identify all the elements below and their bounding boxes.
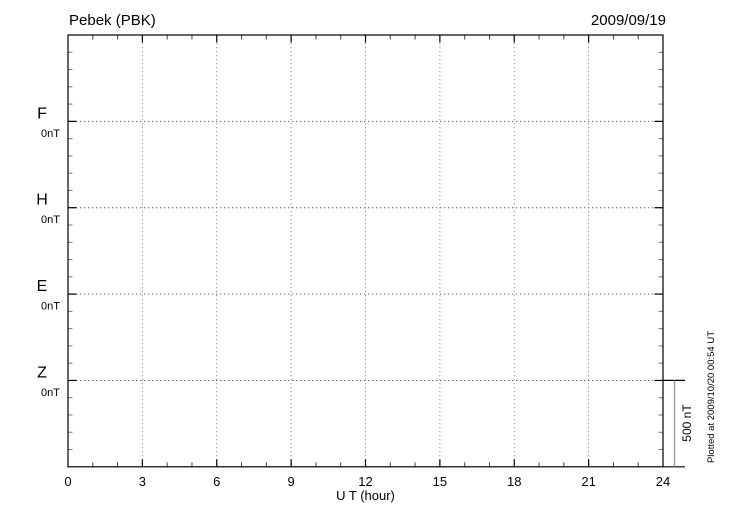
channel-label-f: F <box>37 105 47 122</box>
x-tick-label: 24 <box>656 474 670 489</box>
channel-label-h: H <box>36 192 48 209</box>
x-tick-label: 12 <box>358 474 372 489</box>
plotted-at-note: Plotted at 2009/10/20 00:54 UT <box>706 331 717 463</box>
x-tick-label: 15 <box>433 474 447 489</box>
x-tick-label: 21 <box>581 474 595 489</box>
scale-bar-label: 500 nT <box>680 404 694 442</box>
x-tick-label: 9 <box>288 474 295 489</box>
channel-labels: F 0nT H 0nT E 0nT Z 0nT <box>36 105 60 399</box>
x-axis-title: U T (hour) <box>336 488 395 503</box>
axis-ticks <box>68 35 663 467</box>
channel-offset-label-z: 0nT <box>41 387 60 399</box>
observation-date: 2009/09/19 <box>591 12 666 29</box>
plot-frame <box>67 34 664 468</box>
channel-label-z: Z <box>37 364 47 381</box>
channel-offset-label-e: 0nT <box>41 301 60 313</box>
channel-label-e: E <box>37 278 48 295</box>
channel-offset-label-f: 0nT <box>41 128 60 140</box>
x-tick-label: 18 <box>507 474 521 489</box>
station-title: Pebek (PBK) <box>69 12 156 29</box>
x-tick-label: 0 <box>64 474 71 489</box>
x-tick-label: 6 <box>213 474 220 489</box>
x-tick-labels: 0 3 6 9 12 15 18 21 24 <box>64 474 670 489</box>
vertical-gridlines <box>141 35 590 467</box>
scale-bar: 500 nT <box>663 379 694 468</box>
x-tick-label: 3 <box>139 474 146 489</box>
channel-offset-label-h: 0nT <box>41 214 60 226</box>
